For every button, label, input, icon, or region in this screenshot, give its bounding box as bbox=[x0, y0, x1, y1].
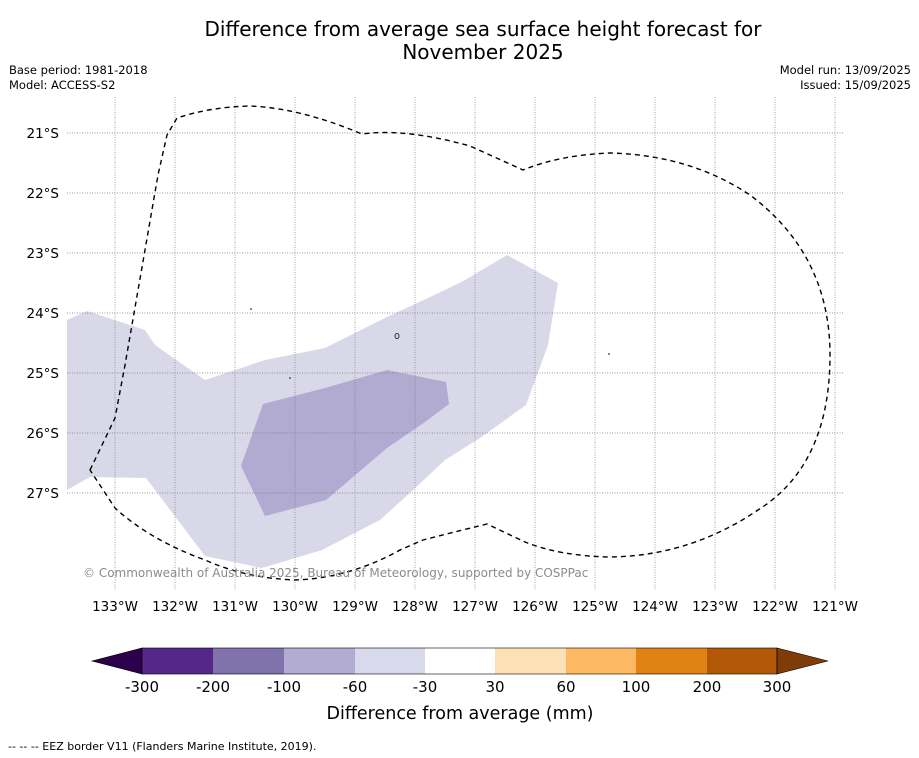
model-name: Model: ACCESS-S2 bbox=[9, 78, 116, 92]
meta-left: Base period: 1981-2018 Model: ACCESS-S2 bbox=[9, 63, 148, 93]
map-title: Difference from average sea surface heig… bbox=[0, 18, 919, 64]
colorbar-segment bbox=[707, 648, 777, 674]
colorbar-tick: 60 bbox=[556, 678, 575, 696]
colorbar-segment bbox=[636, 648, 707, 674]
lon-label: 124°W bbox=[632, 599, 678, 615]
colorbar-tick: -100 bbox=[267, 678, 301, 696]
colorbar-segment bbox=[566, 648, 636, 674]
island bbox=[608, 353, 610, 355]
colorbar-tick: 200 bbox=[693, 678, 722, 696]
longitude-labels: 133°W 132°W 131°W 130°W 129°W 128°W 127°… bbox=[92, 599, 858, 615]
colorbar-tick: -30 bbox=[413, 678, 438, 696]
map-area bbox=[67, 97, 843, 590]
lon-label: 133°W bbox=[92, 599, 138, 615]
island bbox=[250, 308, 252, 310]
colorbar-segment bbox=[355, 648, 425, 674]
meta-right: Model run: 13/09/2025 Issued: 15/09/2025 bbox=[780, 63, 911, 93]
colorbar-ticks: -300 -200 -100 -60 -30 30 60 100 200 300 bbox=[125, 678, 791, 696]
lat-label: 26°S bbox=[27, 426, 60, 442]
issued-date: Issued: 15/09/2025 bbox=[800, 78, 911, 92]
colorbar-tick: -60 bbox=[343, 678, 368, 696]
colorbar bbox=[90, 647, 829, 675]
lat-label: 22°S bbox=[27, 186, 60, 202]
colorbar-tick: -200 bbox=[196, 678, 230, 696]
colorbar-tick: 300 bbox=[763, 678, 792, 696]
lon-label: 126°W bbox=[512, 599, 558, 615]
lon-label: 123°W bbox=[692, 599, 738, 615]
colorbar-label: Difference from average (mm) bbox=[326, 704, 593, 724]
lon-label: 128°W bbox=[392, 599, 438, 615]
island bbox=[394, 333, 400, 339]
island bbox=[289, 377, 291, 379]
map-figure: 21°S 22°S 23°S 24°S 25°S 26°S 27°S 133°W… bbox=[27, 97, 858, 724]
lon-label: 121°W bbox=[812, 599, 858, 615]
colorbar-extend-high bbox=[776, 647, 829, 675]
title-line-1: Difference from average sea surface heig… bbox=[204, 17, 762, 41]
copyright-text: © Commonwealth of Australia 2025, Bureau… bbox=[83, 566, 588, 580]
colorbar-segment bbox=[142, 648, 213, 674]
lon-label: 129°W bbox=[332, 599, 378, 615]
lon-label: 127°W bbox=[452, 599, 498, 615]
colorbar-segment bbox=[425, 648, 495, 674]
lat-label: 23°S bbox=[27, 246, 60, 262]
model-run: Model run: 13/09/2025 bbox=[779, 63, 911, 77]
colorbar-outline bbox=[141, 647, 778, 675]
eez-border bbox=[89, 105, 831, 581]
lon-label: 125°W bbox=[572, 599, 618, 615]
colorbar-segment bbox=[213, 648, 284, 674]
base-period: Base period: 1981-2018 bbox=[9, 63, 148, 77]
colorbar-tick: 100 bbox=[622, 678, 651, 696]
colorbar-extend-low bbox=[90, 647, 143, 675]
colorbar-tick: 30 bbox=[485, 678, 504, 696]
lon-label: 132°W bbox=[152, 599, 198, 615]
colorbar-segment bbox=[284, 648, 355, 674]
colorbar-segment bbox=[495, 648, 566, 674]
lon-label: 122°W bbox=[752, 599, 798, 615]
latitude-labels: 21°S 22°S 23°S 24°S 25°S 26°S 27°S bbox=[27, 126, 60, 502]
lat-label: 25°S bbox=[27, 366, 60, 382]
colorbar-tick: -300 bbox=[125, 678, 159, 696]
lon-label: 131°W bbox=[212, 599, 258, 615]
title-line-2: November 2025 bbox=[402, 40, 564, 64]
lat-label: 24°S bbox=[27, 306, 60, 322]
lon-label: 130°W bbox=[272, 599, 318, 615]
anomaly-region-dark bbox=[241, 370, 449, 516]
lat-label: 27°S bbox=[27, 486, 60, 502]
eez-footnote: -- -- -- EEZ border V11 (Flanders Marine… bbox=[8, 740, 317, 753]
lat-label: 21°S bbox=[27, 126, 60, 142]
